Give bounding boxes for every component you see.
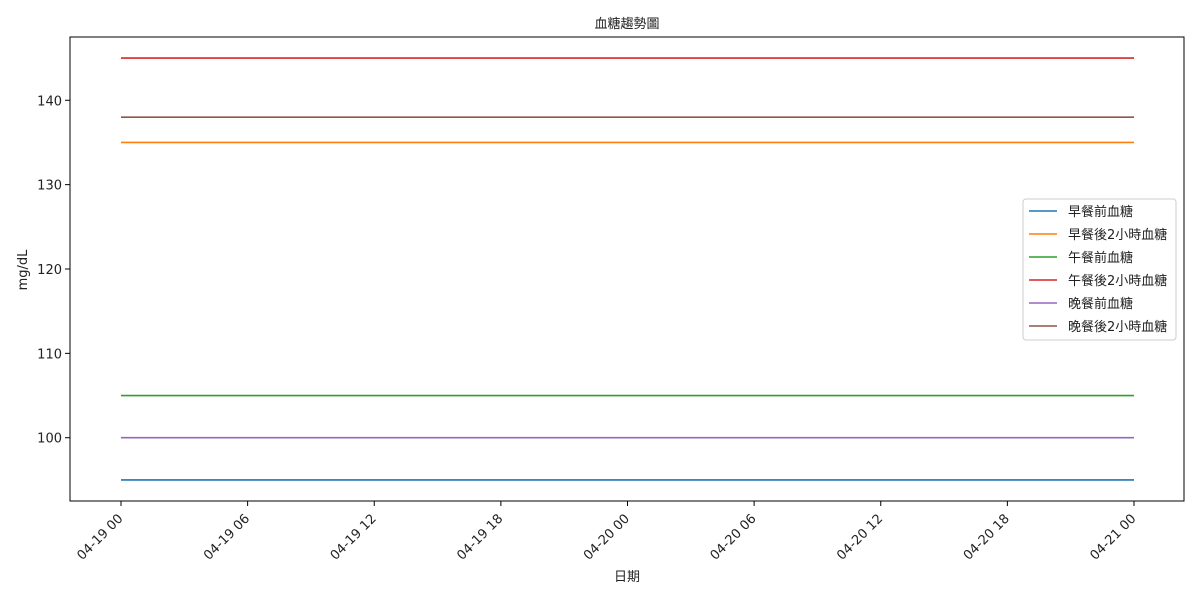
- x-tick-label: 04-19 18: [454, 511, 506, 563]
- y-tick-label: 130: [37, 179, 62, 194]
- x-tick-label: 04-19 06: [201, 511, 253, 563]
- x-tick-label: 04-19 00: [74, 511, 126, 563]
- legend-label: 晚餐後2小時血糖: [1068, 319, 1167, 335]
- legend-label: 晚餐前血糖: [1068, 296, 1133, 312]
- legend-label: 早餐前血糖: [1068, 204, 1133, 220]
- y-tick-label: 100: [37, 432, 62, 447]
- x-tick-label: 04-20 06: [708, 511, 760, 563]
- legend-label: 早餐後2小時血糖: [1068, 227, 1167, 243]
- x-tick-label: 04-20 12: [834, 511, 886, 563]
- plot-area: [69, 36, 1185, 502]
- chart-title: 血糖趨勢圖: [594, 16, 659, 32]
- y-tick-label: 120: [37, 263, 62, 278]
- x-axis: 04-19 00 04-19 06 04-19 12 04-19 18 04-20 00…: [74, 501, 1139, 563]
- x-axis-title: 日期: [614, 570, 640, 585]
- x-tick-label: 04-20 00: [581, 511, 633, 563]
- y-tick-label: 110: [37, 347, 62, 362]
- legend-box: [1022, 198, 1177, 341]
- legend-label: 午餐後2小時血糖: [1068, 273, 1167, 289]
- legend-label: 午餐前血糖: [1068, 250, 1133, 266]
- y-axis-title: mg/dL: [16, 249, 31, 291]
- x-tick-label: 04-19 12: [328, 511, 380, 563]
- x-tick-label: 04-20 18: [961, 511, 1013, 563]
- series-lines: [121, 57, 1134, 481]
- y-tick-label: 140: [37, 94, 62, 109]
- y-axis: 100 110 120 130 140: [37, 94, 70, 447]
- x-tick-label: 04-21 00: [1087, 511, 1139, 563]
